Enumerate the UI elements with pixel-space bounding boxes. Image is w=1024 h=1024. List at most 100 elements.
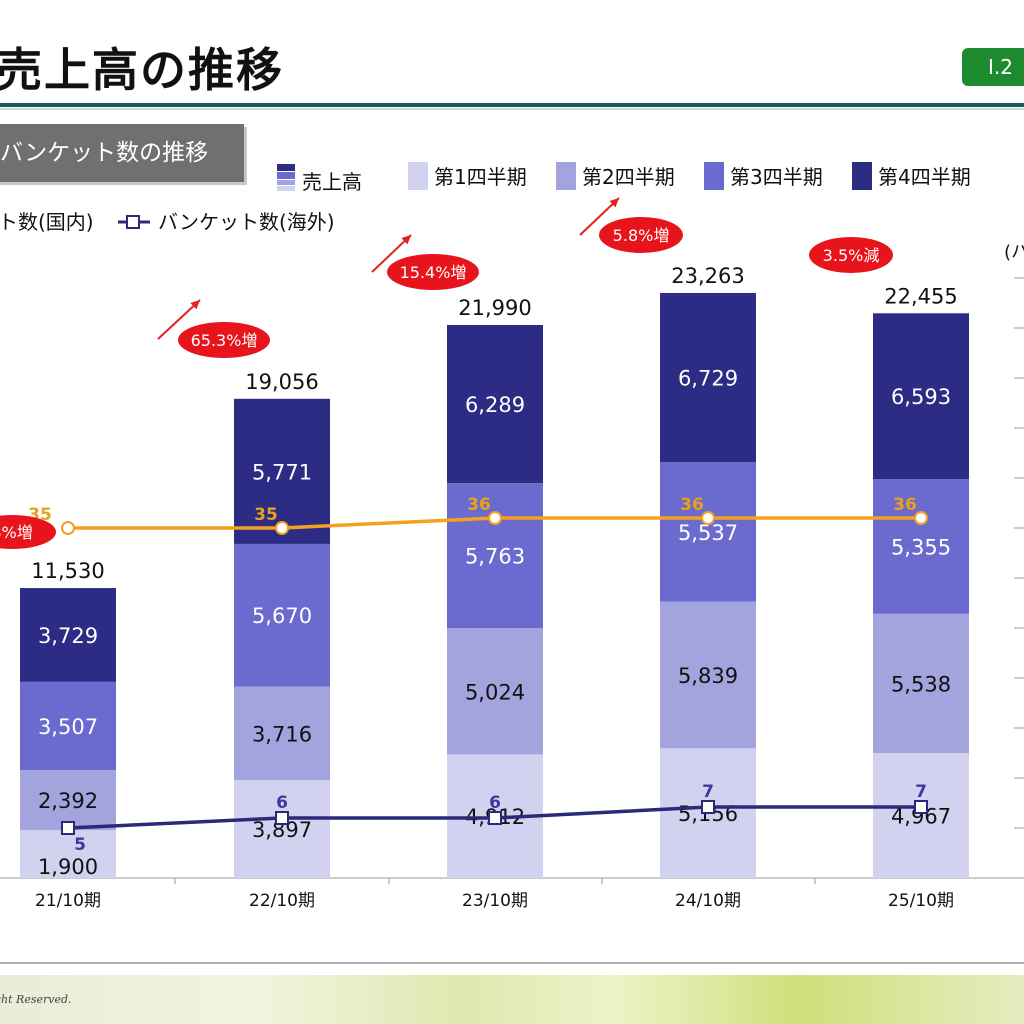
bar-segment-q4 [660, 292, 756, 463]
bar-total-label: 21,990 [458, 296, 531, 320]
bar-value-label: 1,900 [38, 855, 98, 879]
growth-badge [178, 322, 270, 358]
bar-value-label: 5,538 [891, 672, 951, 696]
domestic-point [701, 511, 715, 525]
bar-segment-q2 [873, 613, 969, 754]
bar-total-label: 11,530 [31, 559, 104, 583]
bar-segment-q3 [234, 543, 330, 687]
domestic-value-label: 35 [254, 505, 278, 525]
bar-segment-q1 [20, 830, 116, 878]
overseas-value-label: 6 [276, 793, 288, 813]
bar-value-label: 3,507 [38, 715, 98, 739]
legend-q4-swatch [852, 162, 872, 190]
legend-q4-label: 第4四半期 [878, 165, 971, 189]
growth-badge-label: 3.5%減 [823, 246, 880, 265]
x-tick-label: 25/10期 [888, 891, 954, 911]
domestic-value-label: 36 [893, 495, 917, 515]
legend-sales-label: 売上高 [302, 170, 362, 194]
legend-q3-swatch [704, 162, 724, 190]
bar-segment-q3 [660, 462, 756, 602]
growth-badge-label: 15.4%増 [400, 263, 467, 282]
overseas-value-label: 5 [74, 835, 86, 855]
legend-q2-swatch [556, 162, 576, 190]
x-tick-label: 21/10期 [35, 891, 101, 911]
overseas-value-label: 6 [489, 793, 501, 813]
section-tab: バンケット数の推移 [0, 124, 244, 182]
x-tick-label: 22/10期 [249, 891, 315, 911]
title-underline [0, 103, 1024, 107]
legend-sales-swatch-q3 [277, 172, 295, 179]
bar-value-label: 6,593 [891, 385, 951, 409]
growth-arrow-head [401, 235, 411, 245]
growth-badge [809, 237, 893, 273]
domestic-point [488, 511, 502, 525]
footer-divider [0, 962, 1024, 964]
bar-total-label: 19,056 [245, 370, 318, 394]
growth-badge-label: 5.8%増 [613, 226, 670, 245]
bar-total-label: 22,455 [884, 284, 957, 308]
bar-segment-q2 [447, 628, 543, 755]
bar-segment-q3 [873, 479, 969, 614]
bar-segment-q4 [20, 588, 116, 682]
x-tick-label: 23/10期 [462, 891, 528, 911]
bar-value-label: 5,771 [252, 460, 312, 484]
bar-segment-q4 [447, 325, 543, 484]
overseas-point [914, 800, 928, 814]
bar-value-label: 5,839 [678, 664, 738, 688]
growth-badge-label: 8%増 [0, 523, 33, 542]
bar-segment-q2 [660, 601, 756, 749]
overseas-point [275, 811, 289, 825]
bar-value-label: 5,355 [891, 535, 951, 559]
bar-segment-q2 [20, 770, 116, 831]
bar-value-label: 6,729 [678, 367, 738, 391]
growth-badge [387, 254, 479, 290]
legend-overseas-label: バンケット数(海外) [158, 210, 335, 234]
domestic-point [61, 521, 75, 535]
bar-segment-q3 [447, 483, 543, 629]
growth-arrow-head [609, 198, 619, 208]
legend-q2-label: 第2四半期 [582, 165, 675, 189]
growth-arrow [157, 299, 201, 340]
bar-segment-q3 [20, 681, 116, 771]
growth-badge [0, 515, 56, 549]
legend-sales-swatch-q1 [277, 186, 295, 191]
bar-total-label: 23,263 [671, 264, 744, 288]
overseas-point [488, 811, 502, 825]
growth-arrow-head [190, 300, 200, 310]
bar-value-label: 5,763 [465, 545, 525, 569]
bar-segment-q4 [873, 313, 969, 480]
domestic-value-label: 36 [680, 495, 704, 515]
footer-background [0, 975, 1024, 1024]
bar-value-label: 6,289 [465, 393, 525, 417]
bar-segment-q1 [234, 779, 330, 878]
bar-segment-q4 [234, 398, 330, 544]
legend-sales-swatch-q2 [277, 180, 295, 185]
x-tick-label: 24/10期 [675, 891, 741, 911]
bar-segment-q1 [873, 753, 969, 878]
page-number-badge: I.2 [962, 48, 1024, 86]
right-axis-label: (ハ [1004, 242, 1024, 263]
growth-badge [599, 217, 683, 253]
growth-badge-label: 65.3%増 [191, 331, 258, 350]
bar-value-label: 5,024 [465, 680, 525, 704]
bar-value-label: 3,716 [252, 722, 312, 746]
domestic-value-label: 36 [467, 495, 491, 515]
domestic-point [914, 511, 928, 525]
legend-overseas-marker [126, 215, 140, 229]
domestic-point [275, 521, 289, 535]
bar-value-label: 2,392 [38, 789, 98, 813]
overseas-point [61, 821, 75, 835]
legend-q1-label: 第1四半期 [434, 165, 527, 189]
legend-q1-swatch [408, 162, 428, 190]
title-underline-light [0, 108, 1024, 110]
bar-value-label: 3,729 [38, 624, 98, 648]
legend-sales-swatch-q4 [277, 164, 295, 171]
bar-segment-q2 [234, 686, 330, 780]
legend-domestic-label: ト数(国内) [0, 210, 94, 234]
overseas-value-label: 7 [702, 782, 714, 802]
overseas-value-label: 7 [915, 782, 927, 802]
copyright-text: ght Reserved. [0, 993, 72, 1006]
page-title: 売上高の推移 [0, 43, 284, 97]
legend-q3-label: 第3四半期 [730, 165, 823, 189]
